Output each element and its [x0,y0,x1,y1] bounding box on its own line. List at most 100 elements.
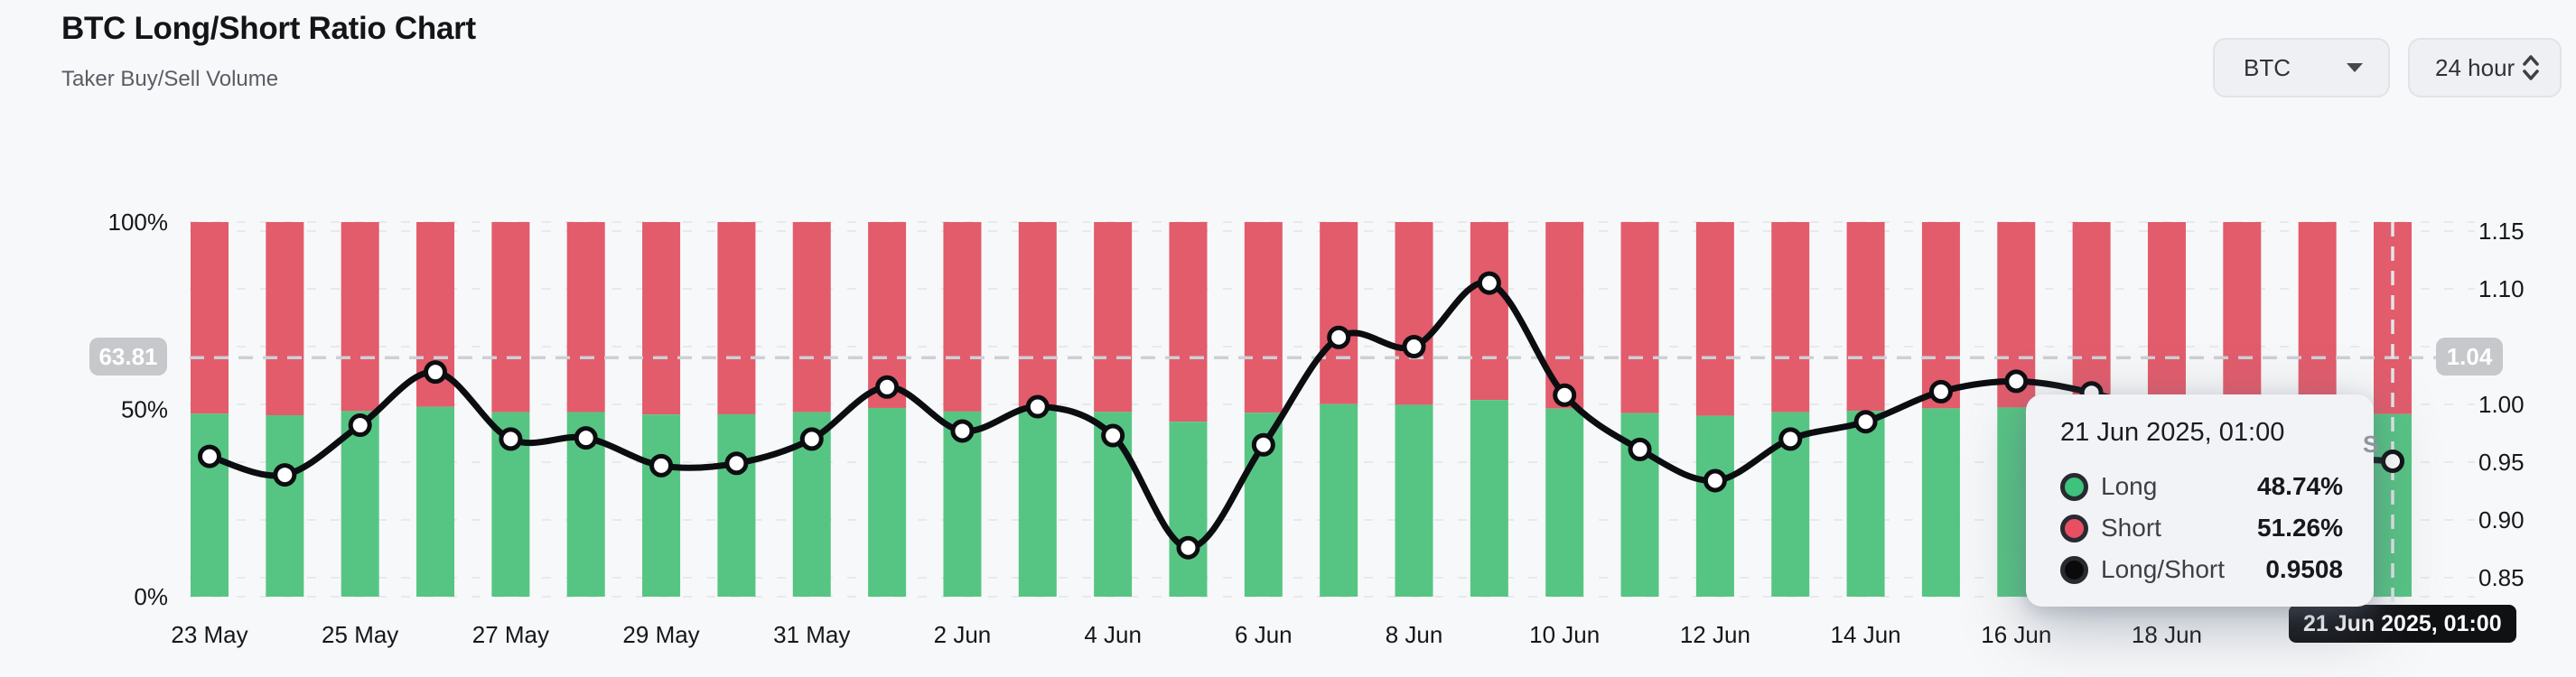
line-marker[interactable] [1176,535,1200,560]
x-axis-label: 25 May [322,621,398,648]
tooltip-row: Long/Short 0.9508 [2060,552,2343,587]
line-marker[interactable] [1928,379,1953,403]
bar-short[interactable] [717,222,756,414]
bar-long[interactable] [642,414,681,597]
tooltip-series-value: 48.74% [2257,472,2343,500]
bar-long[interactable] [1470,400,1508,597]
line-marker[interactable] [574,426,598,450]
bar-long[interactable] [1846,411,1885,597]
bar-short[interactable] [1695,222,1734,416]
bar-short[interactable] [943,222,982,412]
bar-short[interactable] [2147,222,2186,411]
line-marker[interactable] [1853,410,1878,434]
bar-long[interactable] [1320,403,1358,597]
series-marker-icon [2060,472,2088,501]
bar-short[interactable] [266,222,304,416]
bar-short[interactable] [1169,222,1208,422]
line-marker[interactable] [649,453,674,478]
bar-long[interactable] [1921,408,1960,597]
bar-long[interactable] [1395,404,1433,597]
bar-short[interactable] [642,222,681,415]
bar-short[interactable] [2072,222,2111,409]
bar-short[interactable] [1921,222,1960,409]
line-marker[interactable] [1553,383,1577,407]
line-marker[interactable] [724,451,749,476]
bar-long[interactable] [1018,409,1057,597]
line-marker[interactable] [1628,437,1652,461]
bar-short[interactable] [1620,222,1659,413]
bar-short[interactable] [341,222,379,412]
bar-long[interactable] [1695,415,1734,597]
interval-dropdown[interactable]: 24 hour [2408,38,2562,97]
tooltip-rows: Long 48.74% Short 51.26% Long/Short 0.9508 [2060,469,2343,587]
watermark-fragment: S [2363,431,2379,458]
x-axis-label: 16 Jun [1981,621,2051,648]
page-title: BTC Long/Short Ratio Chart [61,11,476,46]
line-marker[interactable] [2381,449,2404,473]
bar-long[interactable] [868,407,907,597]
x-axis-label: 8 Jun [1386,621,1443,648]
bar-short[interactable] [191,222,229,414]
line-marker[interactable] [1703,468,1727,493]
chart-header: BTC Long/Short Ratio Chart Taker Buy/Sel… [61,11,476,92]
line-marker[interactable] [273,463,297,487]
x-axis-label: 23 May [171,621,247,648]
series-marker-icon [2060,514,2088,543]
left-axis-label: 50% [121,396,168,423]
line-marker[interactable] [1327,325,1351,349]
x-axis-label: 27 May [472,621,549,648]
bar-short[interactable] [2298,222,2337,414]
line-marker[interactable] [875,375,900,399]
bar-short[interactable] [1244,222,1283,413]
line-marker[interactable] [1251,432,1275,457]
bar-short[interactable] [1470,222,1508,401]
bar-short[interactable] [1771,222,1810,413]
left-axis-label: 0% [134,583,168,610]
bar-short[interactable] [1395,222,1433,405]
line-marker[interactable] [1778,427,1803,451]
crosshair-left-axis-badge: 63.81 [89,338,167,376]
bar-long[interactable] [416,406,455,597]
right-axis-label: 1.00 [2478,391,2525,418]
bar-short[interactable] [2223,222,2262,413]
bar-short[interactable] [1846,222,1885,412]
bar-short[interactable] [1320,222,1358,404]
bar-long[interactable] [717,413,756,597]
line-marker[interactable] [348,413,372,438]
sort-chevrons-icon [2520,52,2542,83]
symbol-dropdown[interactable]: BTC [2213,38,2390,97]
bar-long[interactable] [266,415,304,597]
line-marker[interactable] [799,427,824,451]
line-marker[interactable] [499,427,523,451]
series-marker-icon [2060,555,2088,584]
chart-tooltip: 21 Jun 2025, 01:00 Long 48.74% Short 51.26%… [2026,394,2374,607]
right-axis-label: 0.90 [2478,506,2525,533]
x-axis-label: 2 Jun [934,621,992,648]
bar-short[interactable] [1094,222,1133,413]
right-axis-label: 0.95 [2478,449,2525,476]
bar-long[interactable] [1169,422,1208,597]
line-marker[interactable] [198,444,221,468]
x-axis-label: 14 Jun [1831,621,1901,648]
crosshair-date-badge: 21 Jun 2025, 01:00 [2289,605,2516,643]
bar-short[interactable] [566,222,605,413]
line-marker[interactable] [1402,335,1426,358]
line-marker[interactable] [2004,369,2029,394]
x-axis-label: 18 Jun [2132,621,2202,648]
line-marker[interactable] [1477,271,1501,295]
x-axis-label: 31 May [773,621,850,648]
bar-long[interactable] [191,413,229,597]
bar-long[interactable] [1545,408,1584,597]
bar-short[interactable] [491,222,530,413]
bar-short[interactable] [1018,222,1057,410]
tooltip-series-value: 51.26% [2257,514,2343,542]
x-axis-label: 12 Jun [1680,621,1750,648]
tooltip-series-label: Short [2101,514,2161,542]
bar-short[interactable] [792,222,831,413]
bar-long[interactable] [341,411,379,597]
line-marker[interactable] [1025,394,1050,419]
line-marker[interactable] [424,360,448,385]
line-marker[interactable] [1101,423,1125,448]
line-marker[interactable] [950,419,975,443]
